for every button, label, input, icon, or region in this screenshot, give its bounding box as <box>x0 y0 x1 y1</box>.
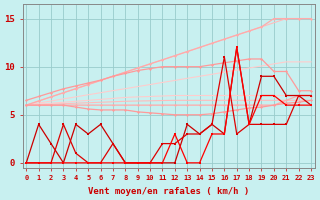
X-axis label: Vent moyen/en rafales ( km/h ): Vent moyen/en rafales ( km/h ) <box>88 187 249 196</box>
